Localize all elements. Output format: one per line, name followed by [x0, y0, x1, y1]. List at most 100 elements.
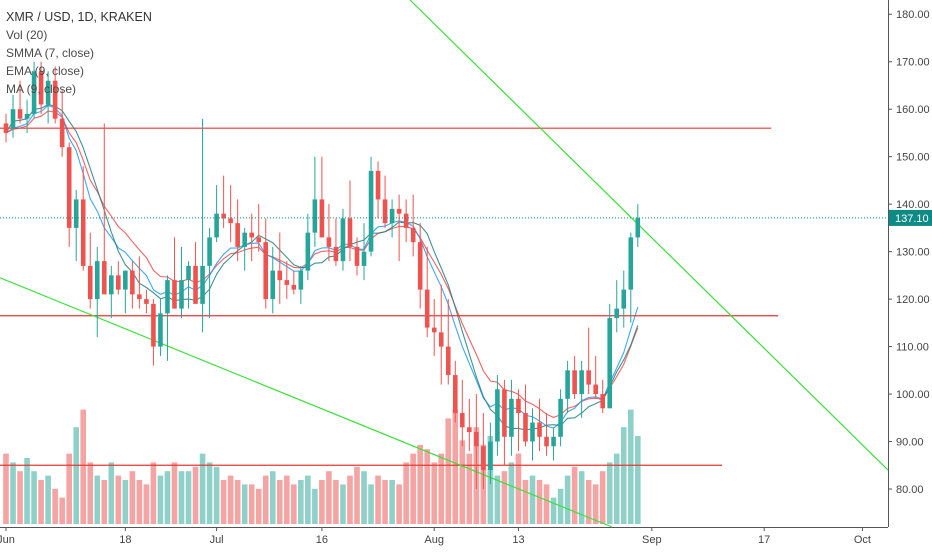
- candle-body: [87, 265, 93, 300]
- candle-body: [467, 427, 472, 433]
- candle-body: [635, 217, 641, 238]
- volume-bar: [403, 462, 409, 524]
- volume-bar: [452, 409, 459, 524]
- volume-bar: [606, 462, 613, 524]
- candle-body: [509, 398, 514, 437]
- candle-body: [207, 237, 212, 266]
- volume-bar: [150, 462, 157, 524]
- candle-body: [551, 436, 556, 447]
- volume-bar: [122, 480, 129, 524]
- candle-body: [200, 265, 205, 304]
- candle-body: [123, 270, 128, 290]
- volume-bar: [66, 453, 72, 524]
- volume-bar: [635, 436, 641, 524]
- candle-body: [621, 289, 627, 309]
- y-tick-label: 150.00: [896, 152, 930, 164]
- candle-body: [116, 275, 121, 290]
- candle-body: [242, 232, 247, 247]
- volume-bar: [305, 475, 311, 524]
- volume-bar: [171, 462, 178, 524]
- volume-bar: [613, 453, 620, 524]
- chart-title[interactable]: XMR / USD, 1D, KRAKEN: [6, 10, 152, 24]
- candle-body: [572, 370, 577, 395]
- candle-body: [228, 218, 233, 224]
- volume-bar: [115, 475, 122, 524]
- candle-body: [38, 71, 44, 105]
- volume-bar: [599, 471, 606, 524]
- candle-body: [502, 389, 507, 437]
- x-tick-label: Aug: [424, 534, 444, 546]
- volume-bar: [255, 488, 262, 524]
- volume-bar: [52, 488, 58, 524]
- volume-bar: [10, 462, 16, 524]
- candle-body: [354, 246, 360, 266]
- candle-body: [537, 422, 542, 437]
- volume-bar: [80, 409, 87, 524]
- volume-bar: [508, 462, 515, 524]
- candle-body: [347, 218, 353, 247]
- volume-bar: [571, 466, 578, 524]
- candle-body: [221, 213, 226, 219]
- candle-body: [530, 422, 535, 442]
- candle-body: [438, 332, 444, 347]
- volume-bar: [375, 475, 381, 524]
- volume-bar: [199, 453, 206, 524]
- volume-bar: [101, 480, 108, 524]
- candle-body: [256, 237, 262, 243]
- candle-body: [312, 199, 318, 233]
- volume-bar: [94, 475, 101, 524]
- candle-body: [73, 199, 79, 228]
- volume-bar: [417, 444, 423, 524]
- volume-bar: [45, 475, 51, 524]
- candle-body: [389, 208, 395, 224]
- legend-smma[interactable]: SMMA (7, close): [6, 46, 95, 60]
- candle-body: [165, 280, 170, 314]
- volume-bar: [333, 480, 339, 524]
- y-tick-label: 120.00: [896, 294, 930, 306]
- legend-ma[interactable]: MA (9, close): [6, 82, 77, 96]
- y-tick-label: 100.00: [896, 389, 930, 401]
- candle-body: [382, 199, 388, 224]
- candle-body: [17, 109, 23, 119]
- volume-bar: [73, 427, 79, 524]
- candle-body: [10, 109, 16, 129]
- x-tick-label: 13: [512, 534, 524, 546]
- volume-bar: [529, 475, 536, 524]
- candle-body: [403, 213, 409, 228]
- y-tick-label: 170.00: [896, 57, 930, 69]
- y-tick-label: 160.00: [896, 104, 930, 116]
- volume-bar: [459, 440, 466, 524]
- x-tick-label: Sep: [642, 534, 662, 546]
- volume-bar: [501, 471, 508, 524]
- volume-bar: [312, 488, 318, 524]
- candle-body: [94, 261, 100, 300]
- legend-volume[interactable]: Vol (20): [6, 28, 48, 42]
- volume-bar: [389, 480, 395, 524]
- volume-bar: [298, 480, 304, 524]
- ma-line: [5, 103, 639, 431]
- volume-bar: [585, 480, 592, 524]
- volume-bar: [185, 471, 192, 524]
- chart-legend: XMR / USD, 1D, KRAKEN Vol (20) SMMA (7, …: [6, 8, 152, 98]
- candle-body: [214, 213, 219, 238]
- candle-body: [144, 299, 149, 304]
- candle-body: [270, 270, 276, 300]
- volume-bar: [319, 480, 325, 524]
- candle-body: [277, 270, 283, 281]
- volume-bar: [368, 484, 374, 524]
- volume-bar: [269, 471, 276, 524]
- candle-body: [45, 80, 51, 105]
- candle-body: [179, 280, 184, 309]
- legend-ema[interactable]: EMA (9, close): [6, 64, 85, 78]
- volume-bar: [24, 458, 30, 524]
- volume-bar: [241, 484, 248, 524]
- volume-bar: [38, 480, 44, 524]
- volume-bar: [620, 427, 627, 524]
- candle-body: [137, 294, 142, 300]
- volume-bar: [354, 466, 360, 524]
- volume-bar: [578, 471, 585, 524]
- last-price-label: 137.10: [895, 213, 929, 225]
- candle-body: [333, 246, 339, 262]
- candle-body: [628, 237, 634, 290]
